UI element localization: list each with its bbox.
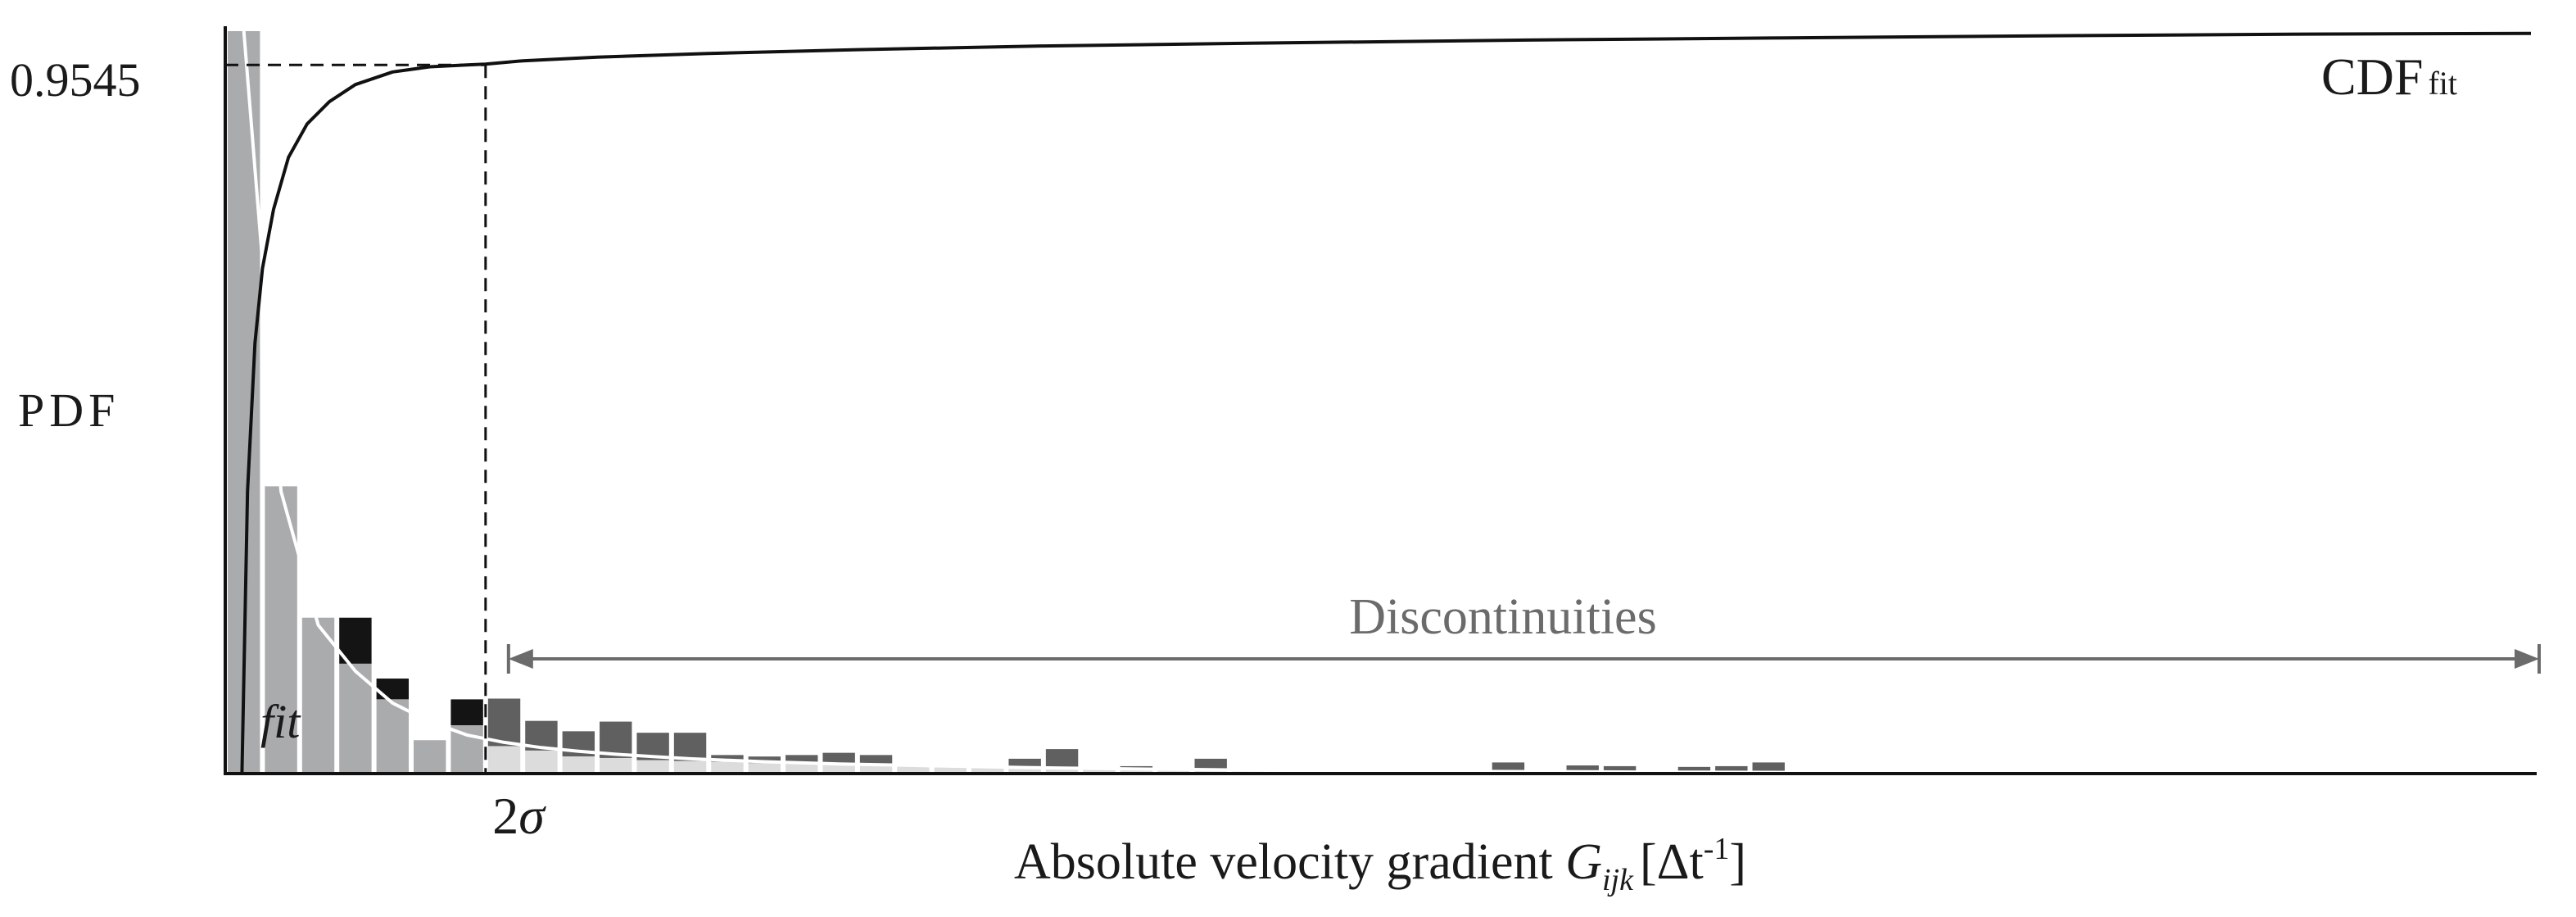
cdf-curve-group <box>240 31 2532 774</box>
histogram-bar-16 <box>822 765 855 774</box>
histogram-bar-excess-34 <box>1492 762 1525 772</box>
histogram-bar-excess-16 <box>822 752 855 765</box>
cdf-curve <box>240 31 2532 774</box>
discontinuities-arrow-left-head <box>508 649 533 669</box>
histogram-bar-excess-22 <box>1045 749 1079 769</box>
cdf-curve-label: CDF fit <box>2321 48 2457 106</box>
histogram-bar-2 <box>301 617 335 774</box>
histogram-bar-11 <box>636 760 669 774</box>
histogram-bar-excess-7 <box>487 698 521 747</box>
histogram-bar-7 <box>487 746 521 774</box>
histogram-bar-15 <box>785 764 818 774</box>
x-axis-label-unit-close: ] <box>1729 834 1746 890</box>
x-axis-label-prefix: Absolute velocity gradient <box>1014 834 1565 890</box>
x-axis-label-symbol: G <box>1565 834 1602 890</box>
histogram-bar-excess-39 <box>1677 766 1711 773</box>
histogram-bar-excess-37 <box>1603 765 1637 773</box>
histogram-bar-5 <box>414 740 446 774</box>
threshold-label-number: 2 <box>492 787 518 845</box>
histogram-bar-excess-14 <box>748 756 781 764</box>
threshold-label-sigma: σ <box>518 787 546 845</box>
x-axis-label-unit-sup: -1 <box>1704 832 1730 866</box>
histogram-bar-excess-21 <box>1008 758 1041 769</box>
histogram-bar-23 <box>1083 769 1116 774</box>
histogram-bar-excess-13 <box>711 755 744 762</box>
y-axis-label: PDF <box>18 384 120 437</box>
histogram-bar-excess-36 <box>1566 765 1599 773</box>
histogram-bar-9 <box>562 756 595 774</box>
histogram-bar-excess-41 <box>1752 762 1785 773</box>
x-axis-label-subscript: ijk <box>1602 863 1634 897</box>
x-axis-label: Absolute velocity gradient Gijk [Δt-1] <box>1014 832 1746 897</box>
histogram-bar-14 <box>748 763 781 774</box>
histogram-bar-8 <box>525 750 558 774</box>
histogram-bar-18 <box>897 765 930 774</box>
histogram-bar-excess-26 <box>1194 758 1227 770</box>
histogram-bar-27 <box>1231 769 1265 774</box>
histogram-bar-excess-4 <box>376 679 410 700</box>
discontinuities-arrow-right-head <box>2515 649 2539 669</box>
fit-curve-label: fit <box>260 695 301 748</box>
histogram-bar-excess-40 <box>1715 765 1748 773</box>
histogram-bar-26 <box>1194 769 1227 774</box>
cdf-label-main: CDF <box>2321 48 2424 106</box>
histogram-bar-12 <box>673 760 707 774</box>
histogram-bar-excess-12 <box>673 733 707 761</box>
histogram-bar-17 <box>859 765 893 774</box>
cdf-label-sub: fit <box>2428 65 2457 102</box>
histogram-bar-excess-17 <box>859 755 893 766</box>
histogram-bar-4 <box>376 699 410 774</box>
histogram-bar-20 <box>971 767 1004 774</box>
histogram-bar-excess-6 <box>450 699 483 726</box>
x-axis-label-unit-open: [Δt <box>1640 834 1704 890</box>
threshold-2sigma-label: 2σ <box>492 787 546 845</box>
histogram-bar-24 <box>1120 769 1153 774</box>
histogram-bar-19 <box>934 766 967 774</box>
histogram-bar-25 <box>1157 769 1190 774</box>
cdf-threshold-value-label: 0.9545 <box>10 53 141 107</box>
histogram-bar-excess-15 <box>785 755 818 765</box>
histogram-bar-10 <box>600 757 632 774</box>
discontinuities-label: Discontinuities <box>1349 589 1656 645</box>
fit-curve-group <box>242 30 2513 775</box>
fit-curve <box>242 30 2513 775</box>
histogram-bars <box>228 31 2528 774</box>
histogram-bar-21 <box>1008 768 1041 774</box>
histogram-bar-13 <box>711 761 744 774</box>
histogram-bar-22 <box>1045 768 1079 774</box>
